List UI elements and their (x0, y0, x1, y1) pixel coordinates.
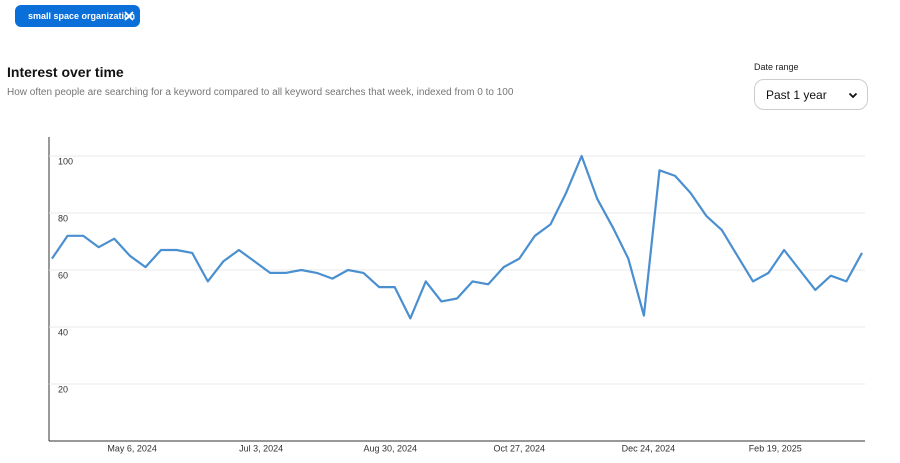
date-range-dropdown[interactable]: Past 1 year (754, 79, 868, 110)
x-tick-label: May 6, 2024 (107, 443, 157, 453)
filter-chip[interactable]: small space organization (15, 5, 140, 27)
x-tick-label: Dec 24, 2024 (622, 443, 676, 453)
y-tick-label: 20 (58, 384, 68, 394)
chip-label: small space organization (28, 11, 136, 21)
y-tick-label: 80 (58, 213, 68, 223)
y-tick-label: 40 (58, 327, 68, 337)
y-tick-label: 100 (58, 156, 73, 166)
dropdown-value: Past 1 year (766, 87, 827, 102)
section-title: Interest over time (7, 64, 124, 80)
y-tick-label: 60 (58, 270, 68, 280)
chevron-icon (848, 92, 858, 99)
x-tick-label: Oct 27, 2024 (494, 443, 546, 453)
remove-icon[interactable] (124, 11, 134, 21)
section-subtitle: How often people are searching for a key… (7, 87, 514, 98)
trend-line (51, 154, 863, 320)
x-tick-label: Feb 19, 2025 (749, 443, 802, 453)
x-tick-label: Jul 3, 2024 (239, 443, 283, 453)
date-range-label: Date range (754, 62, 799, 72)
x-tick-label: Aug 30, 2024 (363, 443, 417, 453)
